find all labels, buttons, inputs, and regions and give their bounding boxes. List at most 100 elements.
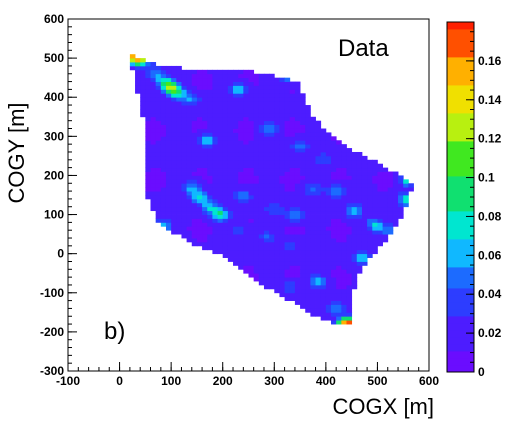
- heatmap-cell: [171, 171, 177, 176]
- heatmap-cell: [263, 159, 270, 165]
- heatmap-cell: [356, 245, 363, 251]
- heatmap-cell: [284, 288, 291, 294]
- heatmap-cell: [305, 163, 311, 169]
- heatmap-cell: [331, 191, 337, 196]
- heatmap-cell: [165, 136, 172, 141]
- heatmap-cell: [310, 300, 316, 305]
- legend-label: Data: [338, 35, 389, 62]
- heatmap-cell: [202, 89, 208, 94]
- heatmap-cell: [145, 73, 151, 79]
- heatmap-cell: [284, 230, 291, 235]
- heatmap-cell: [222, 144, 229, 149]
- heatmap-cell: [212, 112, 218, 118]
- heatmap-cell: [341, 316, 347, 321]
- heatmap-cell: [212, 89, 218, 94]
- heatmap-cell: [238, 159, 244, 165]
- heatmap-cell: [356, 214, 363, 219]
- heatmap-cell: [181, 163, 188, 169]
- heatmap-cell: [243, 132, 249, 137]
- heatmap-cell: [238, 195, 244, 200]
- heatmap-cell: [258, 218, 265, 223]
- heatmap-cell: [150, 116, 157, 122]
- heatmap-cell: [207, 202, 213, 208]
- heatmap-cell: [258, 81, 265, 86]
- heatmap-cell: [300, 218, 306, 223]
- heatmap-cell: [248, 206, 255, 212]
- heatmap-cell: [202, 159, 208, 165]
- heatmap-cell: [279, 175, 285, 180]
- heatmap-cell: [202, 191, 208, 196]
- heatmap-cell: [191, 187, 198, 192]
- heatmap-cell: [160, 108, 167, 114]
- heatmap-cell: [263, 81, 270, 86]
- colorbar-band: [447, 148, 474, 156]
- heatmap-cell: [181, 97, 188, 102]
- heatmap-cell: [351, 163, 358, 169]
- heatmap-cell: [196, 108, 203, 114]
- heatmap-cell: [274, 159, 280, 165]
- heatmap-cell: [253, 277, 260, 282]
- heatmap-cell: [196, 97, 203, 102]
- heatmap-cell: [196, 167, 203, 172]
- heatmap-cell: [253, 77, 260, 82]
- heatmap-cell: [165, 101, 172, 106]
- heatmap-cell: [253, 241, 260, 247]
- heatmap-cell: [155, 105, 162, 110]
- heatmap-cell: [176, 151, 182, 157]
- heatmap-cell: [289, 128, 296, 133]
- heatmap-cell: [222, 234, 229, 239]
- heatmap-cell: [331, 175, 337, 180]
- heatmap-cell: [387, 202, 394, 208]
- colorbar-band: [447, 155, 474, 163]
- heatmap-cell: [222, 175, 229, 180]
- heatmap-cell: [269, 155, 275, 161]
- heatmap-cell: [165, 105, 172, 110]
- heatmap-cell: [284, 292, 291, 298]
- heatmap-cell: [289, 253, 296, 258]
- heatmap-cell: [346, 269, 353, 274]
- heatmap-cell: [227, 257, 234, 262]
- heatmap-cell: [207, 120, 213, 125]
- heatmap-cell: [258, 234, 265, 239]
- heatmap-cell: [269, 198, 275, 204]
- heatmap-cell: [227, 253, 234, 258]
- heatmap-cell: [238, 151, 244, 157]
- heatmap-cell: [300, 195, 306, 200]
- heatmap-cell: [305, 257, 311, 262]
- heatmap-cell: [351, 159, 358, 165]
- heatmap-cell: [263, 195, 270, 200]
- heatmap-cell: [320, 210, 327, 215]
- heatmap-cell: [222, 128, 229, 133]
- heatmap-cell: [222, 151, 229, 157]
- heatmap-cell: [294, 112, 301, 118]
- heatmap-cell: [325, 159, 332, 165]
- heatmap-cell: [315, 128, 322, 133]
- heatmap-cell: [217, 167, 224, 172]
- heatmap-cell: [284, 281, 291, 286]
- heatmap-cell: [212, 230, 218, 235]
- heatmap-cell: [253, 120, 260, 125]
- heatmap-cell: [145, 136, 151, 141]
- colorbar-band: [447, 365, 474, 373]
- heatmap-cell: [253, 171, 260, 176]
- heatmap-cell: [202, 218, 208, 223]
- heatmap-cell: [387, 179, 394, 184]
- heatmap-cell: [361, 202, 368, 208]
- heatmap-cell: [315, 234, 322, 239]
- heatmap-cell: [150, 132, 157, 137]
- heatmap-cell: [284, 136, 291, 141]
- heatmap-cell: [300, 179, 306, 184]
- heatmap-cell: [346, 304, 353, 309]
- heatmap-cell: [207, 234, 213, 239]
- heatmap-cell: [310, 151, 316, 157]
- heatmap-cell: [274, 112, 280, 118]
- heatmap-cell: [258, 249, 265, 255]
- heatmap-cell: [310, 308, 316, 313]
- y-tick-label: 0: [57, 247, 64, 261]
- heatmap-cell: [269, 163, 275, 169]
- heatmap-cell: [289, 191, 296, 196]
- heatmap-cell: [150, 144, 157, 149]
- heatmap-cell: [207, 183, 213, 188]
- heatmap-cell: [294, 238, 301, 243]
- heatmap-cell: [372, 245, 378, 251]
